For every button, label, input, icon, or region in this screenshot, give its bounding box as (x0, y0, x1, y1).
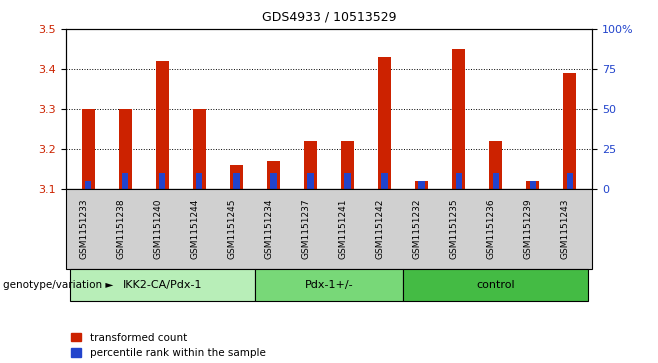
Bar (307, 173, 314, 189)
Bar (118, 109, 132, 189)
Bar (230, 165, 243, 189)
Text: GSM1151236: GSM1151236 (487, 198, 496, 259)
Bar (196, 173, 203, 189)
Text: GSM1151235: GSM1151235 (450, 198, 459, 259)
Bar (378, 57, 391, 189)
Bar (526, 181, 540, 189)
Text: GSM1151239: GSM1151239 (524, 198, 533, 259)
Bar (418, 181, 425, 189)
Bar (267, 161, 280, 189)
Bar (122, 173, 128, 189)
Bar (82, 109, 95, 189)
Bar (156, 61, 168, 189)
Bar (530, 181, 536, 189)
Text: GSM1151238: GSM1151238 (116, 198, 125, 259)
Bar (455, 173, 462, 189)
Text: Pdx-1+/-: Pdx-1+/- (305, 280, 353, 290)
Text: GSM1151233: GSM1151233 (79, 198, 88, 259)
Bar (452, 49, 465, 189)
Text: GSM1151237: GSM1151237 (301, 198, 311, 259)
Text: GDS4933 / 10513529: GDS4933 / 10513529 (262, 11, 396, 24)
Text: genotype/variation ►: genotype/variation ► (3, 280, 114, 290)
Bar (193, 109, 206, 189)
Text: GSM1151242: GSM1151242 (376, 199, 385, 259)
Bar (85, 181, 91, 189)
Bar (341, 141, 354, 189)
Bar (490, 141, 502, 189)
Text: GSM1151243: GSM1151243 (561, 199, 570, 259)
Bar (159, 173, 165, 189)
Bar (415, 181, 428, 189)
Text: control: control (476, 280, 515, 290)
Text: GSM1151245: GSM1151245 (227, 199, 236, 259)
Bar (563, 73, 576, 189)
Text: GSM1151241: GSM1151241 (338, 199, 347, 259)
Legend: transformed count, percentile rank within the sample: transformed count, percentile rank withi… (71, 333, 266, 358)
Bar (304, 141, 317, 189)
Bar (493, 173, 499, 189)
Bar (382, 173, 388, 189)
Bar (233, 173, 240, 189)
Text: IKK2-CA/Pdx-1: IKK2-CA/Pdx-1 (122, 280, 202, 290)
Bar (270, 173, 276, 189)
Text: GSM1151234: GSM1151234 (265, 199, 273, 259)
Text: GSM1151244: GSM1151244 (190, 199, 199, 259)
Bar (344, 173, 351, 189)
Text: GSM1151240: GSM1151240 (153, 199, 162, 259)
Bar (567, 173, 573, 189)
Text: GSM1151232: GSM1151232 (413, 199, 422, 259)
